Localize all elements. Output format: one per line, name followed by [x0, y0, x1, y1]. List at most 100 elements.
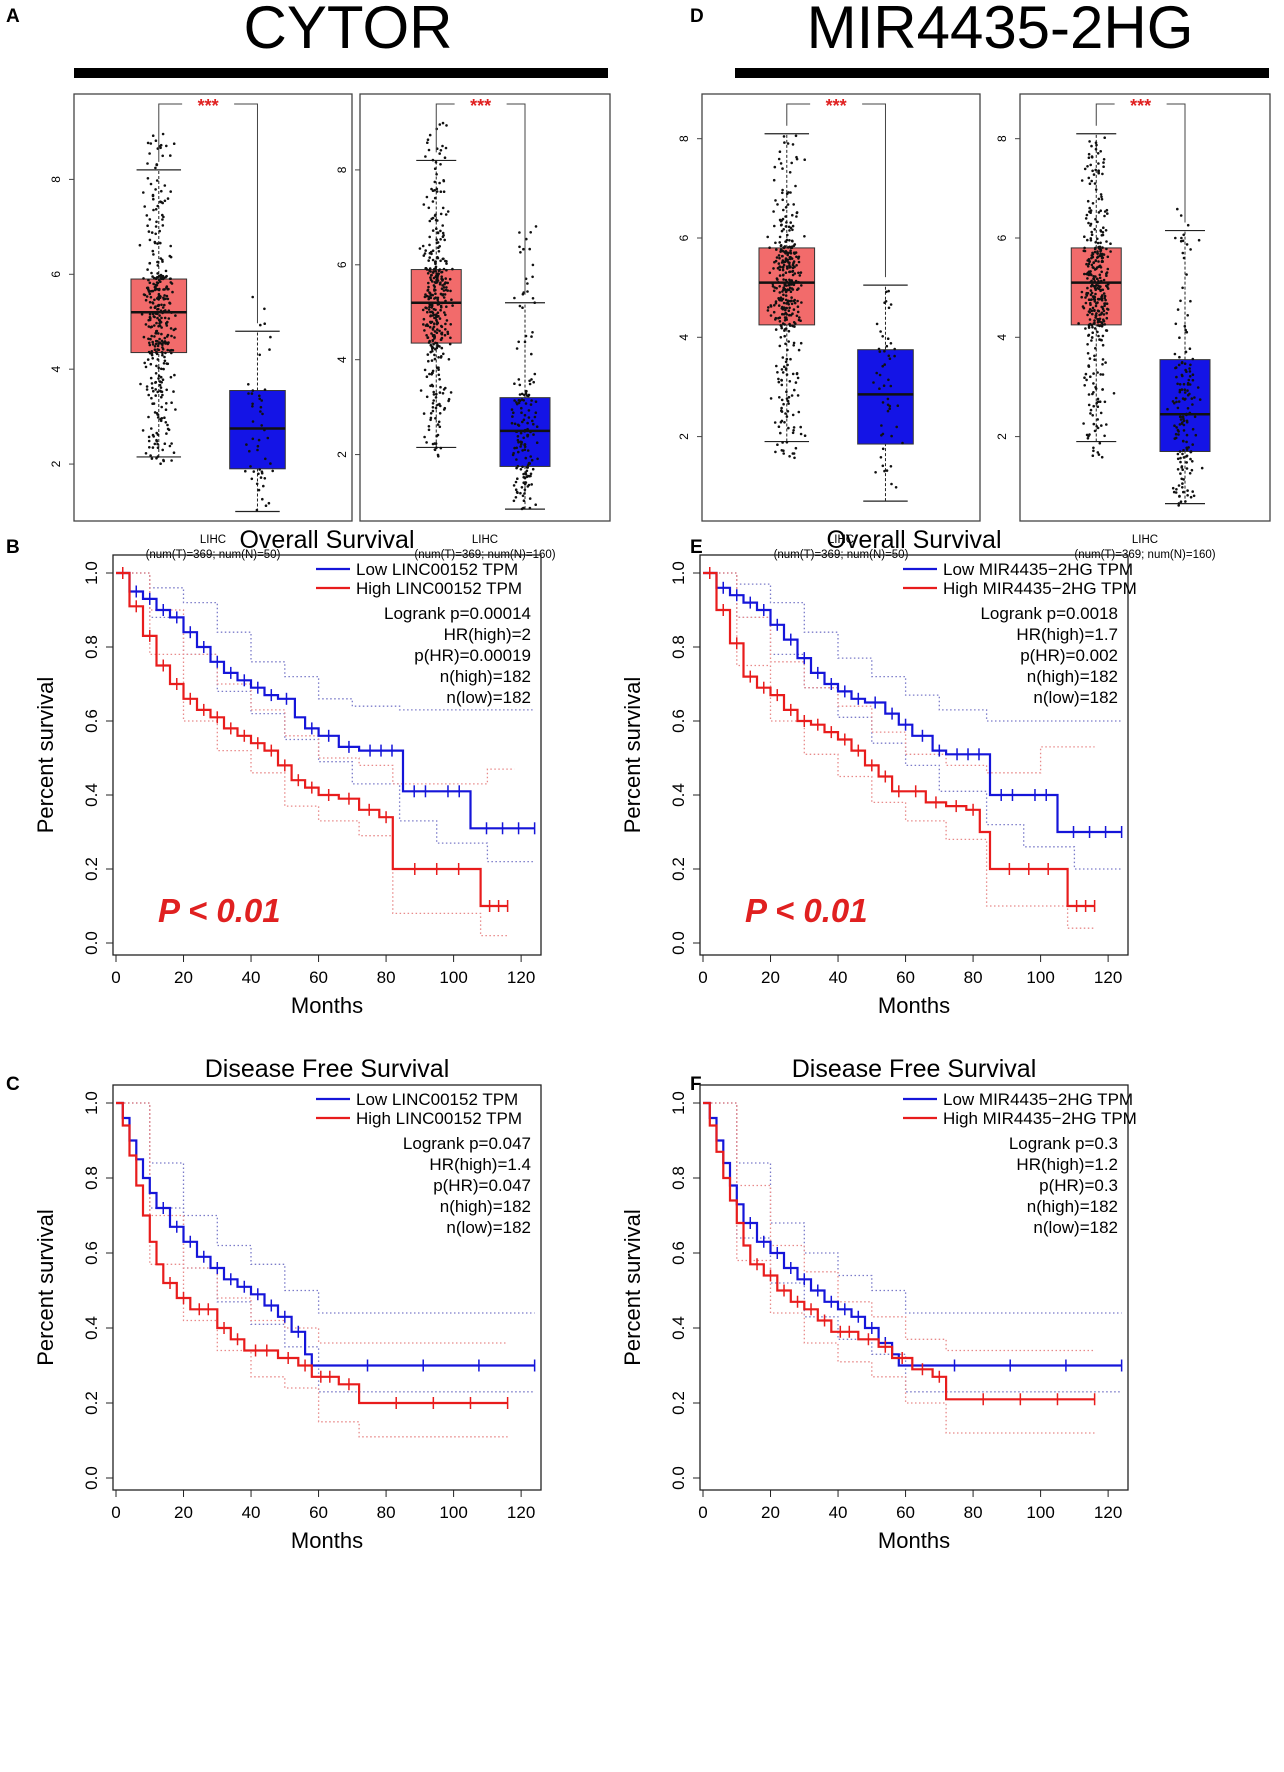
data-point: [156, 344, 160, 348]
data-point: [431, 339, 435, 343]
data-point: [779, 162, 783, 165]
data-point: [784, 294, 788, 297]
data-point: [434, 269, 438, 273]
data-point: [446, 210, 450, 213]
data-point: [1094, 316, 1097, 319]
data-point: [148, 318, 152, 322]
data-point: [1191, 373, 1195, 377]
data-point: [1094, 246, 1097, 250]
data-point: [1194, 433, 1198, 437]
data-point: [775, 286, 778, 290]
data-point: [1175, 400, 1178, 404]
data-point: [513, 296, 516, 300]
data-point: [164, 351, 167, 355]
data-point: [1180, 361, 1184, 364]
data-point: [1106, 255, 1110, 259]
data-point: [1096, 220, 1099, 224]
data-point: [1104, 361, 1107, 364]
data-point: [797, 280, 800, 284]
data-point: [259, 476, 263, 479]
data-point: [419, 389, 423, 392]
data-point: [780, 223, 783, 227]
data-point: [789, 280, 792, 284]
data-point: [166, 333, 170, 337]
data-point: [1103, 304, 1106, 308]
data-point: [1105, 240, 1108, 243]
data-point: [780, 410, 784, 413]
data-point: [1088, 357, 1092, 360]
data-point: [427, 297, 431, 301]
data-point: [775, 248, 778, 251]
data-point: [149, 376, 153, 380]
data-point: [431, 327, 435, 330]
data-point: [881, 335, 884, 338]
data-point: [146, 286, 150, 290]
data-point: [781, 191, 784, 195]
data-point: [1084, 217, 1088, 220]
data-point: [532, 433, 535, 436]
data-point: [778, 241, 781, 244]
data-point: [429, 276, 432, 279]
data-point: [515, 458, 518, 461]
x-label: LIHC: [200, 534, 226, 546]
data-point: [1179, 460, 1182, 464]
data-point: [160, 303, 163, 307]
data-point: [439, 446, 443, 450]
ci-high-lower: [116, 572, 508, 937]
data-point: [157, 304, 160, 307]
data-point: [1176, 308, 1180, 311]
data-point: [146, 358, 150, 361]
legend-label-0: Low MIR4435−2HG TPM: [943, 560, 1133, 579]
censor-marks-high: [709, 567, 1096, 912]
data-point: [771, 282, 775, 286]
data-point: [782, 228, 785, 231]
data-point: [536, 457, 539, 461]
data-point: [154, 232, 157, 236]
panel-letter-e: E: [690, 537, 703, 558]
data-point: [786, 348, 789, 352]
data-point: [526, 474, 530, 478]
data-point: [169, 327, 173, 330]
data-point: [250, 392, 254, 395]
data-point: [774, 318, 777, 321]
data-point: [792, 251, 796, 254]
data-point: [791, 273, 795, 277]
data-point: [442, 190, 446, 193]
data-point: [418, 247, 422, 250]
data-point: [429, 384, 432, 388]
data-point: [1102, 292, 1106, 295]
data-point: [1092, 404, 1095, 408]
data-point: [784, 360, 788, 364]
data-point: [776, 278, 779, 281]
y-tick-label: 8: [677, 135, 691, 142]
data-point: [438, 412, 442, 415]
data-point: [167, 317, 171, 320]
data-point: [433, 357, 437, 361]
data-point: [788, 270, 791, 274]
data-point: [519, 440, 522, 444]
x-tick-label: 0: [698, 968, 707, 987]
data-point: [147, 278, 150, 282]
data-point: [167, 309, 171, 313]
data-point: [432, 322, 436, 326]
data-point: [433, 180, 437, 184]
data-point: [1089, 412, 1092, 415]
data-point: [429, 278, 433, 282]
data-point: [1085, 262, 1088, 266]
data-point: [156, 358, 160, 361]
data-point: [1102, 253, 1106, 256]
data-point: [448, 277, 452, 281]
data-point: [534, 411, 538, 415]
data-point: [1176, 406, 1180, 410]
ci-low-lower: [116, 572, 535, 863]
data-point: [781, 268, 785, 272]
data-point: [1176, 382, 1179, 386]
data-point: [792, 283, 796, 287]
data-point: [779, 336, 783, 339]
data-point: [1183, 362, 1187, 366]
data-point: [526, 464, 530, 467]
data-point: [431, 311, 435, 315]
data-point: [148, 313, 152, 316]
data-point: [151, 446, 155, 449]
data-point: [1093, 327, 1097, 330]
